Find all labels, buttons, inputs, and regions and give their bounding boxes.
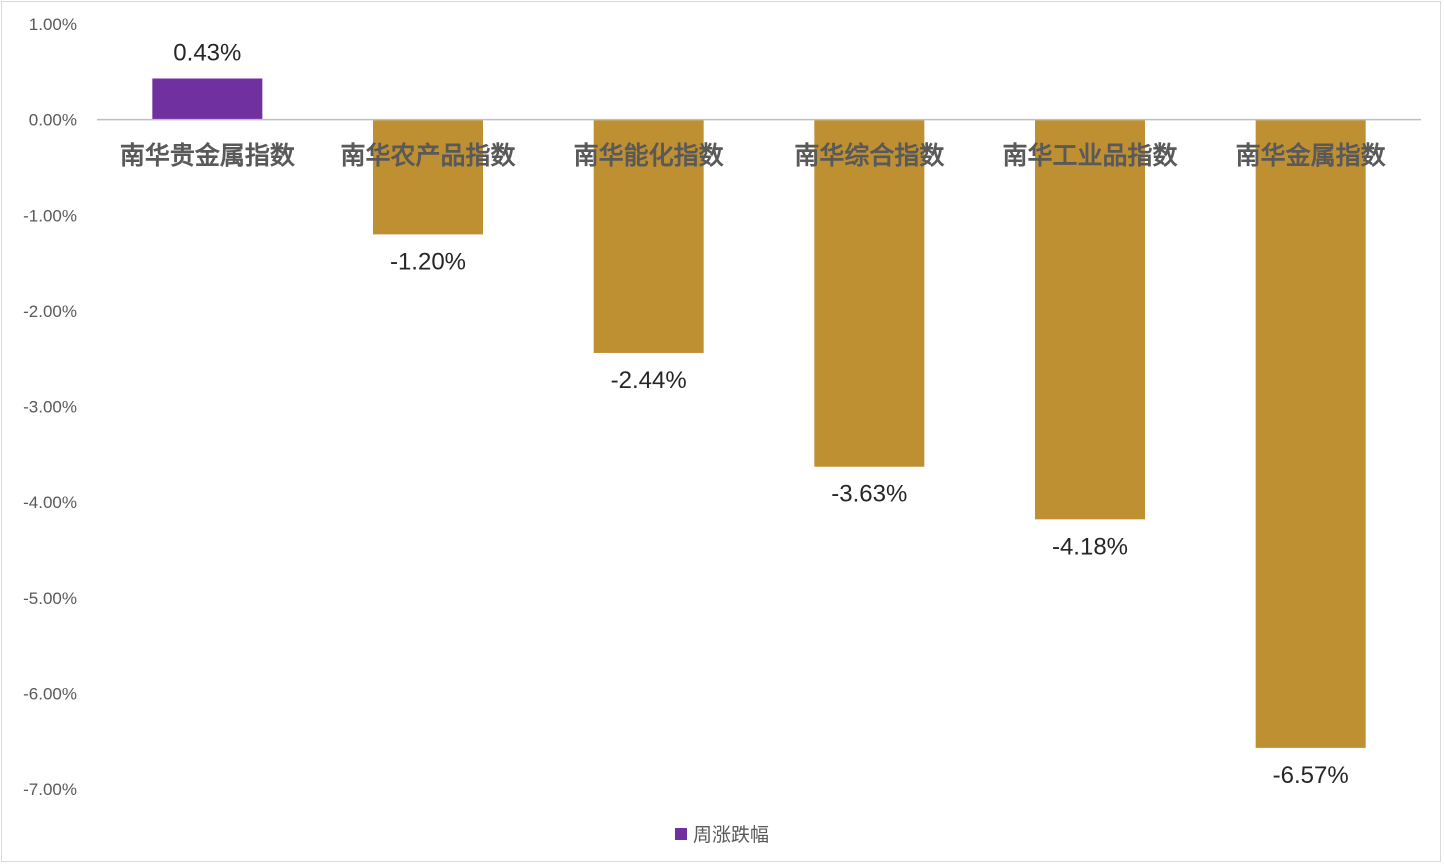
legend: 周涨跌幅: [0, 820, 1444, 847]
data-label: -2.44%: [611, 367, 687, 394]
y-tick-label: -5.00%: [23, 589, 77, 608]
y-tick-label: -7.00%: [23, 780, 77, 799]
y-tick-label: -6.00%: [23, 684, 77, 703]
y-tick-label: -2.00%: [23, 302, 77, 321]
data-label: -6.57%: [1273, 762, 1349, 789]
data-label: 0.43%: [173, 40, 241, 67]
bars: [152, 78, 1366, 748]
category-label: 南华农产品指数: [340, 141, 516, 170]
data-labels: 0.43% -1.20% -2.44% -3.63% -4.18% -6.57%: [173, 40, 1348, 789]
category-label: 南华金属指数: [1236, 141, 1387, 170]
y-tick-label: -3.00%: [23, 398, 77, 417]
category-label: 南华贵金属指数: [120, 141, 296, 170]
category-labels: 南华贵金属指数 南华农产品指数 南华能化指数 南华综合指数 南华工业品指数 南华金属指数: [120, 141, 1387, 170]
bar: [814, 119, 925, 467]
legend-swatch: [674, 827, 687, 840]
y-axis-ticks: 1.00% 0.00% -1.00% -2.00% -3.00% -4.00% -5.00%…: [23, 15, 77, 799]
category-label: 南华综合指数: [794, 141, 945, 170]
y-tick-label: -1.00%: [23, 206, 77, 225]
data-label: -3.63%: [831, 481, 907, 508]
bar: [593, 119, 704, 353]
bar: [1035, 119, 1145, 520]
data-label: -1.20%: [390, 248, 466, 275]
bar: [1255, 119, 1366, 748]
bar: [152, 78, 263, 120]
category-label: 南华工业品指数: [1002, 141, 1178, 170]
y-tick-label: 1.00%: [29, 15, 77, 34]
y-tick-label: 0.00%: [29, 111, 77, 130]
category-label: 南华能化指数: [574, 141, 725, 170]
bar: [373, 119, 483, 235]
y-tick-label: -4.00%: [23, 493, 77, 512]
data-label: -4.18%: [1052, 533, 1128, 560]
legend-label: 周涨跌幅: [692, 824, 769, 846]
